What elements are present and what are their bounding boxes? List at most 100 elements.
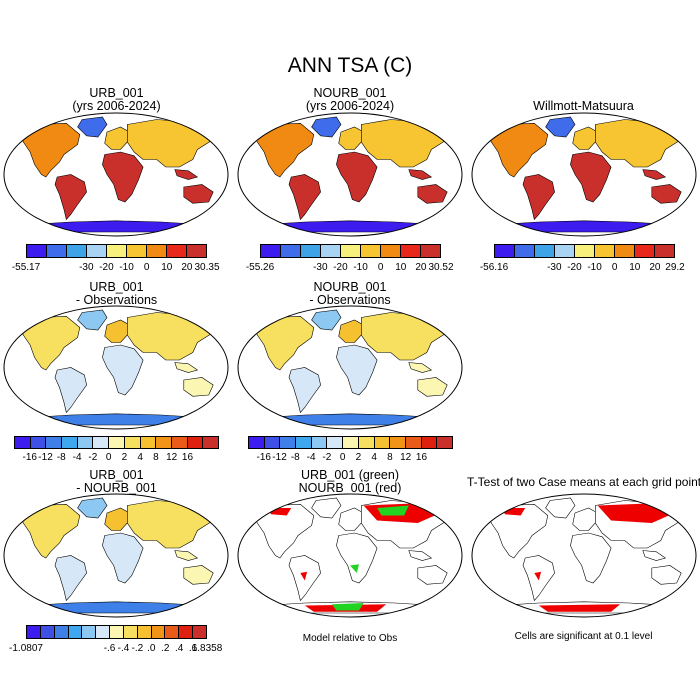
land-africa: [336, 532, 378, 584]
colorbar-tick-label: 16: [181, 452, 194, 463]
panel-title-model-vs-obs: URB_001 (green) NOURB_001 (red): [298, 468, 402, 495]
colorbar-tick-label: 0: [377, 262, 384, 273]
colorbar-tick-label: 4: [137, 452, 143, 463]
land-namerica: [252, 122, 315, 178]
colorbar-swatch: [405, 437, 422, 448]
colorbar-swatch: [390, 437, 406, 448]
land-africa: [570, 532, 612, 584]
land-europe: [104, 507, 130, 531]
colorbar-swatch: [301, 245, 321, 257]
land-europe: [338, 507, 364, 531]
map-svg: [3, 112, 229, 237]
colorbar-tick-label: -20: [567, 262, 582, 273]
colorbar-tick-label: -55.26: [245, 262, 275, 273]
colorbar-swatch: [179, 626, 194, 638]
map-obs: [471, 112, 697, 237]
map-model-vs-obs: [237, 493, 463, 618]
land-namerica: [252, 503, 315, 559]
colorbar-urb-minus-obs: [14, 436, 219, 449]
map-border: [3, 305, 229, 430]
colorbar-tick-label: .2: [161, 643, 170, 654]
map-border: [237, 305, 463, 430]
land-antarctic: [259, 413, 441, 426]
panel-title-nourb-minus-obs: NOURB_001- Observations: [309, 280, 391, 307]
land-australia: [183, 377, 214, 397]
significance-patch: [377, 505, 409, 516]
colorbar-tick-label: -30: [547, 262, 562, 273]
panel-title-urb: URB_001 (yrs 2006-2024): [72, 86, 161, 113]
colorbar-tick-label: 0: [143, 262, 150, 273]
land-australia: [417, 565, 448, 585]
land-antarctic: [25, 413, 207, 426]
land-europe: [104, 319, 130, 343]
colorbar-swatch: [311, 437, 328, 448]
land-samerica: [288, 367, 321, 414]
colorbar-swatch: [341, 245, 361, 257]
colorbar-swatch: [15, 437, 31, 448]
land-seasia: [174, 362, 199, 373]
map-urb: [3, 112, 229, 237]
land-asia: [361, 312, 448, 361]
land-europe: [572, 507, 598, 531]
colorbar-swatch: [171, 437, 188, 448]
colorbar-nourb: [260, 244, 441, 258]
land-greenland: [311, 309, 342, 331]
map-svg: [3, 305, 229, 430]
colorbar-nourb-minus-obs: [248, 436, 453, 449]
panel-title-obs: Willmott-Matsuura: [533, 99, 634, 113]
colorbar-swatch: [343, 437, 359, 448]
colorbar-tick-label: 8: [153, 452, 159, 463]
colorbar-swatch: [280, 437, 297, 448]
colorbar-tick-label: 10: [629, 262, 641, 273]
significance-patch: [538, 604, 621, 612]
significance-patch: [300, 571, 308, 581]
colorbar-swatch: [296, 437, 312, 448]
land-greenland: [77, 116, 108, 138]
colorbar-swatch: [361, 245, 381, 257]
colorbar-tick-label: 20: [649, 262, 661, 273]
panel-title-ttest: T-Test of two Case means at each grid po…: [467, 475, 700, 489]
significance-patch: [331, 603, 364, 611]
colorbar-tick-label: 12: [166, 452, 178, 463]
colorbar-tick-label: -12: [272, 452, 287, 463]
colorbar-labels-urb-minus-nourb: -1.0807 -.6 -.4 -.2.0 .2 .4 .6 1.8358: [9, 643, 222, 655]
land-namerica: [486, 122, 549, 178]
map-ttest: [471, 493, 697, 618]
land-australia: [417, 184, 448, 204]
colorbar-tick-label: .6: [188, 643, 198, 654]
land-greenland: [77, 497, 108, 519]
land-asia: [127, 119, 214, 168]
colorbar-tick-label: 2: [355, 452, 362, 463]
colorbar-tick-label: -1.0807: [9, 643, 43, 654]
map-border: [237, 112, 463, 237]
colorbar-tick-label: 29.2: [665, 262, 685, 273]
land-greenland: [545, 497, 576, 519]
land-namerica: [18, 122, 81, 178]
colorbar-tick-label: -10: [353, 262, 368, 273]
colorbar-labels-urb-minus-obs: -16 -12 -8 -4 -2 0 2 4 8 12 16: [14, 452, 219, 464]
colorbar-swatch: [321, 245, 341, 257]
colorbar-tick-label: -8: [56, 452, 66, 463]
colorbar-swatch: [140, 437, 157, 448]
colorbar-tick-label: 10: [161, 262, 173, 273]
colorbar-swatch: [281, 245, 301, 257]
colorbar-swatch: [27, 626, 41, 638]
land-asia: [361, 119, 448, 168]
colorbar-swatch: [203, 437, 218, 448]
land-australia: [417, 377, 448, 397]
land-africa: [336, 151, 378, 203]
colorbar-swatch: [193, 626, 206, 638]
note-ttest: Cells are significant at 0.1 level: [514, 631, 653, 642]
colorbar-tick-label: 20: [415, 262, 427, 273]
colorbar-tick-label: 0: [611, 262, 618, 273]
map-border: [3, 112, 229, 237]
land-namerica: [18, 315, 81, 371]
land-europe: [338, 126, 364, 150]
land-seasia: [408, 169, 433, 180]
land-australia: [183, 184, 214, 204]
land-namerica: [252, 315, 315, 371]
colorbar-tick-label: 16: [415, 452, 428, 463]
colorbar-swatch: [110, 626, 124, 638]
land-asia: [127, 500, 214, 549]
colorbar-swatch: [635, 245, 655, 257]
